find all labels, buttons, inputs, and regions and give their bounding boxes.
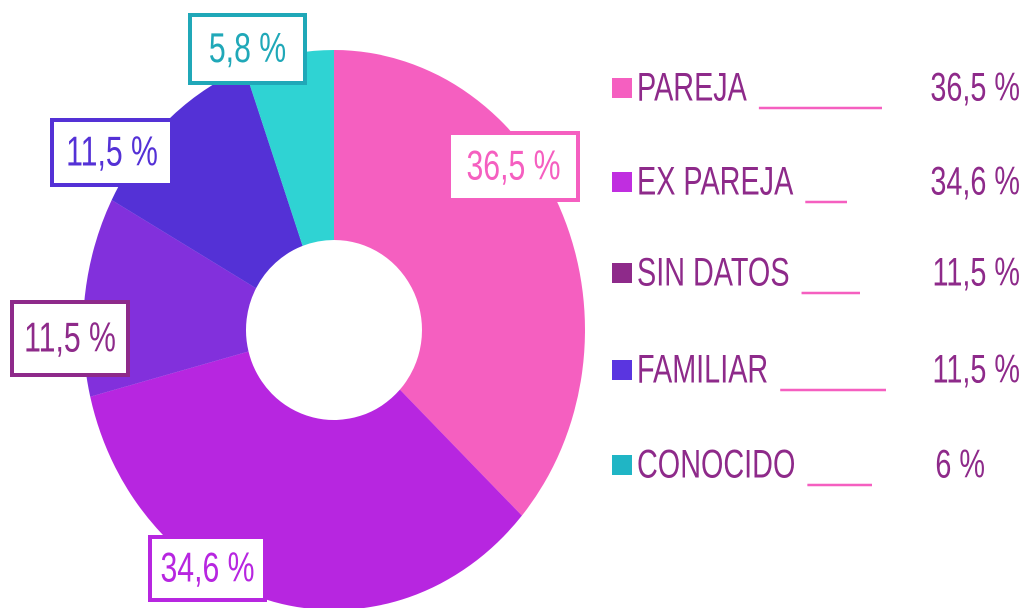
slice-label: 34,6 % bbox=[160, 544, 254, 591]
label-box bbox=[148, 535, 267, 602]
label-box bbox=[188, 13, 307, 85]
label-box bbox=[50, 118, 174, 187]
legend-swatch bbox=[612, 263, 632, 283]
legend-swatch bbox=[612, 455, 632, 475]
slice bbox=[244, 50, 334, 246]
slice-label: 5,8 % bbox=[209, 24, 286, 71]
legend-label: CONOCIDO bbox=[637, 442, 795, 487]
legend-value: 6 % bbox=[935, 442, 985, 487]
label-box bbox=[10, 300, 130, 377]
legend-label: FAMILIAR bbox=[637, 347, 768, 392]
legend-label: EX PAREJA bbox=[637, 159, 794, 204]
slice-label: 11,5 % bbox=[66, 128, 158, 175]
legend-label: SIN DATOS bbox=[637, 250, 790, 295]
slice-label: 11,5 % bbox=[24, 314, 116, 361]
legend-label: PAREJA bbox=[637, 65, 747, 110]
legend-swatch bbox=[612, 360, 632, 380]
slice-label: 36,5 % bbox=[466, 142, 560, 189]
slice bbox=[111, 68, 303, 289]
legend-value: 36,5 % bbox=[930, 65, 1020, 110]
legend-swatch bbox=[612, 78, 632, 98]
legend-swatch bbox=[612, 172, 632, 192]
label-box bbox=[447, 131, 580, 202]
legend-value: 11,5 % bbox=[932, 250, 1020, 295]
legend-value: 11,5 % bbox=[932, 347, 1020, 392]
legend-value: 34,6 % bbox=[930, 159, 1020, 204]
